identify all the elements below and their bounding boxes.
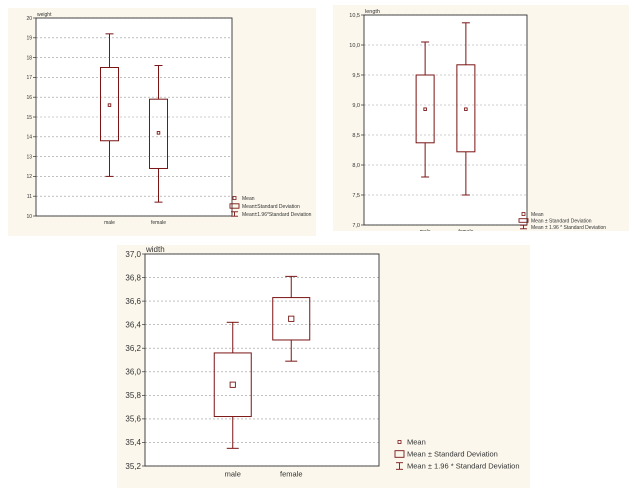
y-tick-label: 36,0	[125, 368, 141, 377]
plot-frame	[363, 14, 528, 226]
mean-marker	[464, 107, 468, 111]
mean-marker	[423, 107, 427, 111]
sd-box	[149, 98, 168, 169]
y-tick-label: 36,6	[125, 297, 141, 306]
y-tick-label: 8,0	[352, 163, 360, 169]
legend-label: Mean	[407, 438, 426, 447]
y-tick-label: 13	[26, 154, 32, 160]
length-chart: 7,0 7,5 8,0 8,5 9,0 9,5 10,0 10,5 length male fema…	[333, 5, 629, 231]
plot-area	[145, 254, 379, 466]
legend-label: Mean ± Standard Deviation	[407, 450, 498, 459]
y-tick-label: 11	[27, 194, 32, 200]
x-category-label: female	[280, 470, 303, 479]
box-group-female	[272, 275, 311, 362]
x-category-label: male	[104, 220, 115, 226]
legend-label: Mean±Standard Deviation	[242, 204, 300, 210]
y-tick-label: 9,0	[352, 103, 360, 109]
sd-box	[456, 64, 476, 153]
box-group-female	[456, 22, 476, 196]
box-group-male	[100, 33, 119, 177]
y-tick-label: 36,4	[125, 320, 141, 329]
y-tick-label: 20	[26, 16, 32, 22]
mean-marker	[107, 103, 112, 107]
sd-box	[415, 74, 435, 144]
y-tick-label: 36,2	[125, 344, 141, 353]
legend-box-icon	[229, 203, 240, 209]
plot-area	[364, 15, 527, 225]
y-tick-label: 37,0	[125, 250, 141, 259]
sd-box	[272, 297, 311, 341]
legend-box-icon	[518, 218, 529, 223]
y-tick-label: 18	[26, 55, 32, 61]
plot-frame	[35, 17, 233, 217]
sd-box	[100, 67, 119, 142]
box-group-female	[149, 65, 168, 203]
legend-label: Mean ± 1.96 * Standard Deviation	[407, 462, 520, 471]
y-axis-label: weight	[37, 12, 52, 18]
x-category-label: male	[225, 470, 241, 479]
y-tick-label: 7,5	[352, 193, 360, 199]
weight-chart-panel: 10 11 12 13 14 15 16 17 18 19 20 weight male female Me…	[8, 8, 316, 236]
sd-box	[213, 352, 252, 418]
x-category-label: female	[151, 220, 166, 226]
y-tick-label: 10,0	[349, 43, 360, 49]
width-chart-panel: 35,2 35,4 35,6 35,8 36,0 36,2 36,4 36,6 36,8 37,0…	[117, 245, 530, 488]
y-tick-label: 14	[26, 135, 32, 141]
x-category-label: female	[458, 229, 473, 231]
y-tick-label: 9,5	[352, 73, 360, 79]
y-tick-label: 35,4	[125, 438, 141, 447]
y-tick-label: 10	[26, 214, 32, 220]
box-group-male	[415, 41, 435, 178]
y-tick-label: 35,8	[125, 391, 141, 400]
x-category-label: male	[420, 229, 431, 231]
legend-label: Mean±1.96*Standard Deviation	[242, 212, 312, 218]
y-tick-label: 36,8	[125, 273, 141, 282]
y-tick-label: 17	[26, 75, 32, 81]
legend-label: Mean	[531, 212, 544, 218]
y-tick-label: 10,5	[349, 13, 360, 19]
plot-frame	[144, 253, 380, 467]
y-axis-label: width	[145, 245, 165, 254]
mean-marker	[156, 131, 161, 135]
legend-label: Mean	[242, 196, 255, 202]
legend-box-icon	[394, 450, 405, 458]
y-tick-label: 19	[26, 36, 32, 42]
weight-chart: 10 11 12 13 14 15 16 17 18 19 20 weight male female Me…	[8, 8, 316, 236]
y-tick-label: 8,5	[352, 133, 360, 139]
legend-label: Mean ± 1.96 * Standard Deviation	[531, 225, 606, 231]
mean-marker	[288, 315, 295, 322]
y-tick-label: 16	[26, 95, 32, 101]
y-axis-label: length	[365, 9, 380, 15]
y-tick-label: 35,2	[125, 462, 141, 471]
legend-mean-icon	[521, 212, 526, 216]
legend-label: Mean ± Standard Deviation	[531, 218, 592, 224]
legend-mean-icon	[232, 196, 237, 200]
y-tick-label: 7,0	[352, 223, 360, 229]
y-tick-label: 35,6	[125, 415, 141, 424]
width-chart: 35,2 35,4 35,6 35,8 36,0 36,2 36,4 36,6 36,8 37,0…	[117, 245, 530, 488]
box-group-male	[213, 321, 252, 449]
y-tick-label: 12	[26, 174, 32, 180]
legend-mean-icon	[397, 440, 402, 444]
mean-marker	[229, 381, 236, 388]
length-chart-panel: 7,0 7,5 8,0 8,5 9,0 9,5 10,0 10,5 length male fema…	[333, 5, 629, 231]
y-tick-label: 15	[26, 115, 32, 121]
